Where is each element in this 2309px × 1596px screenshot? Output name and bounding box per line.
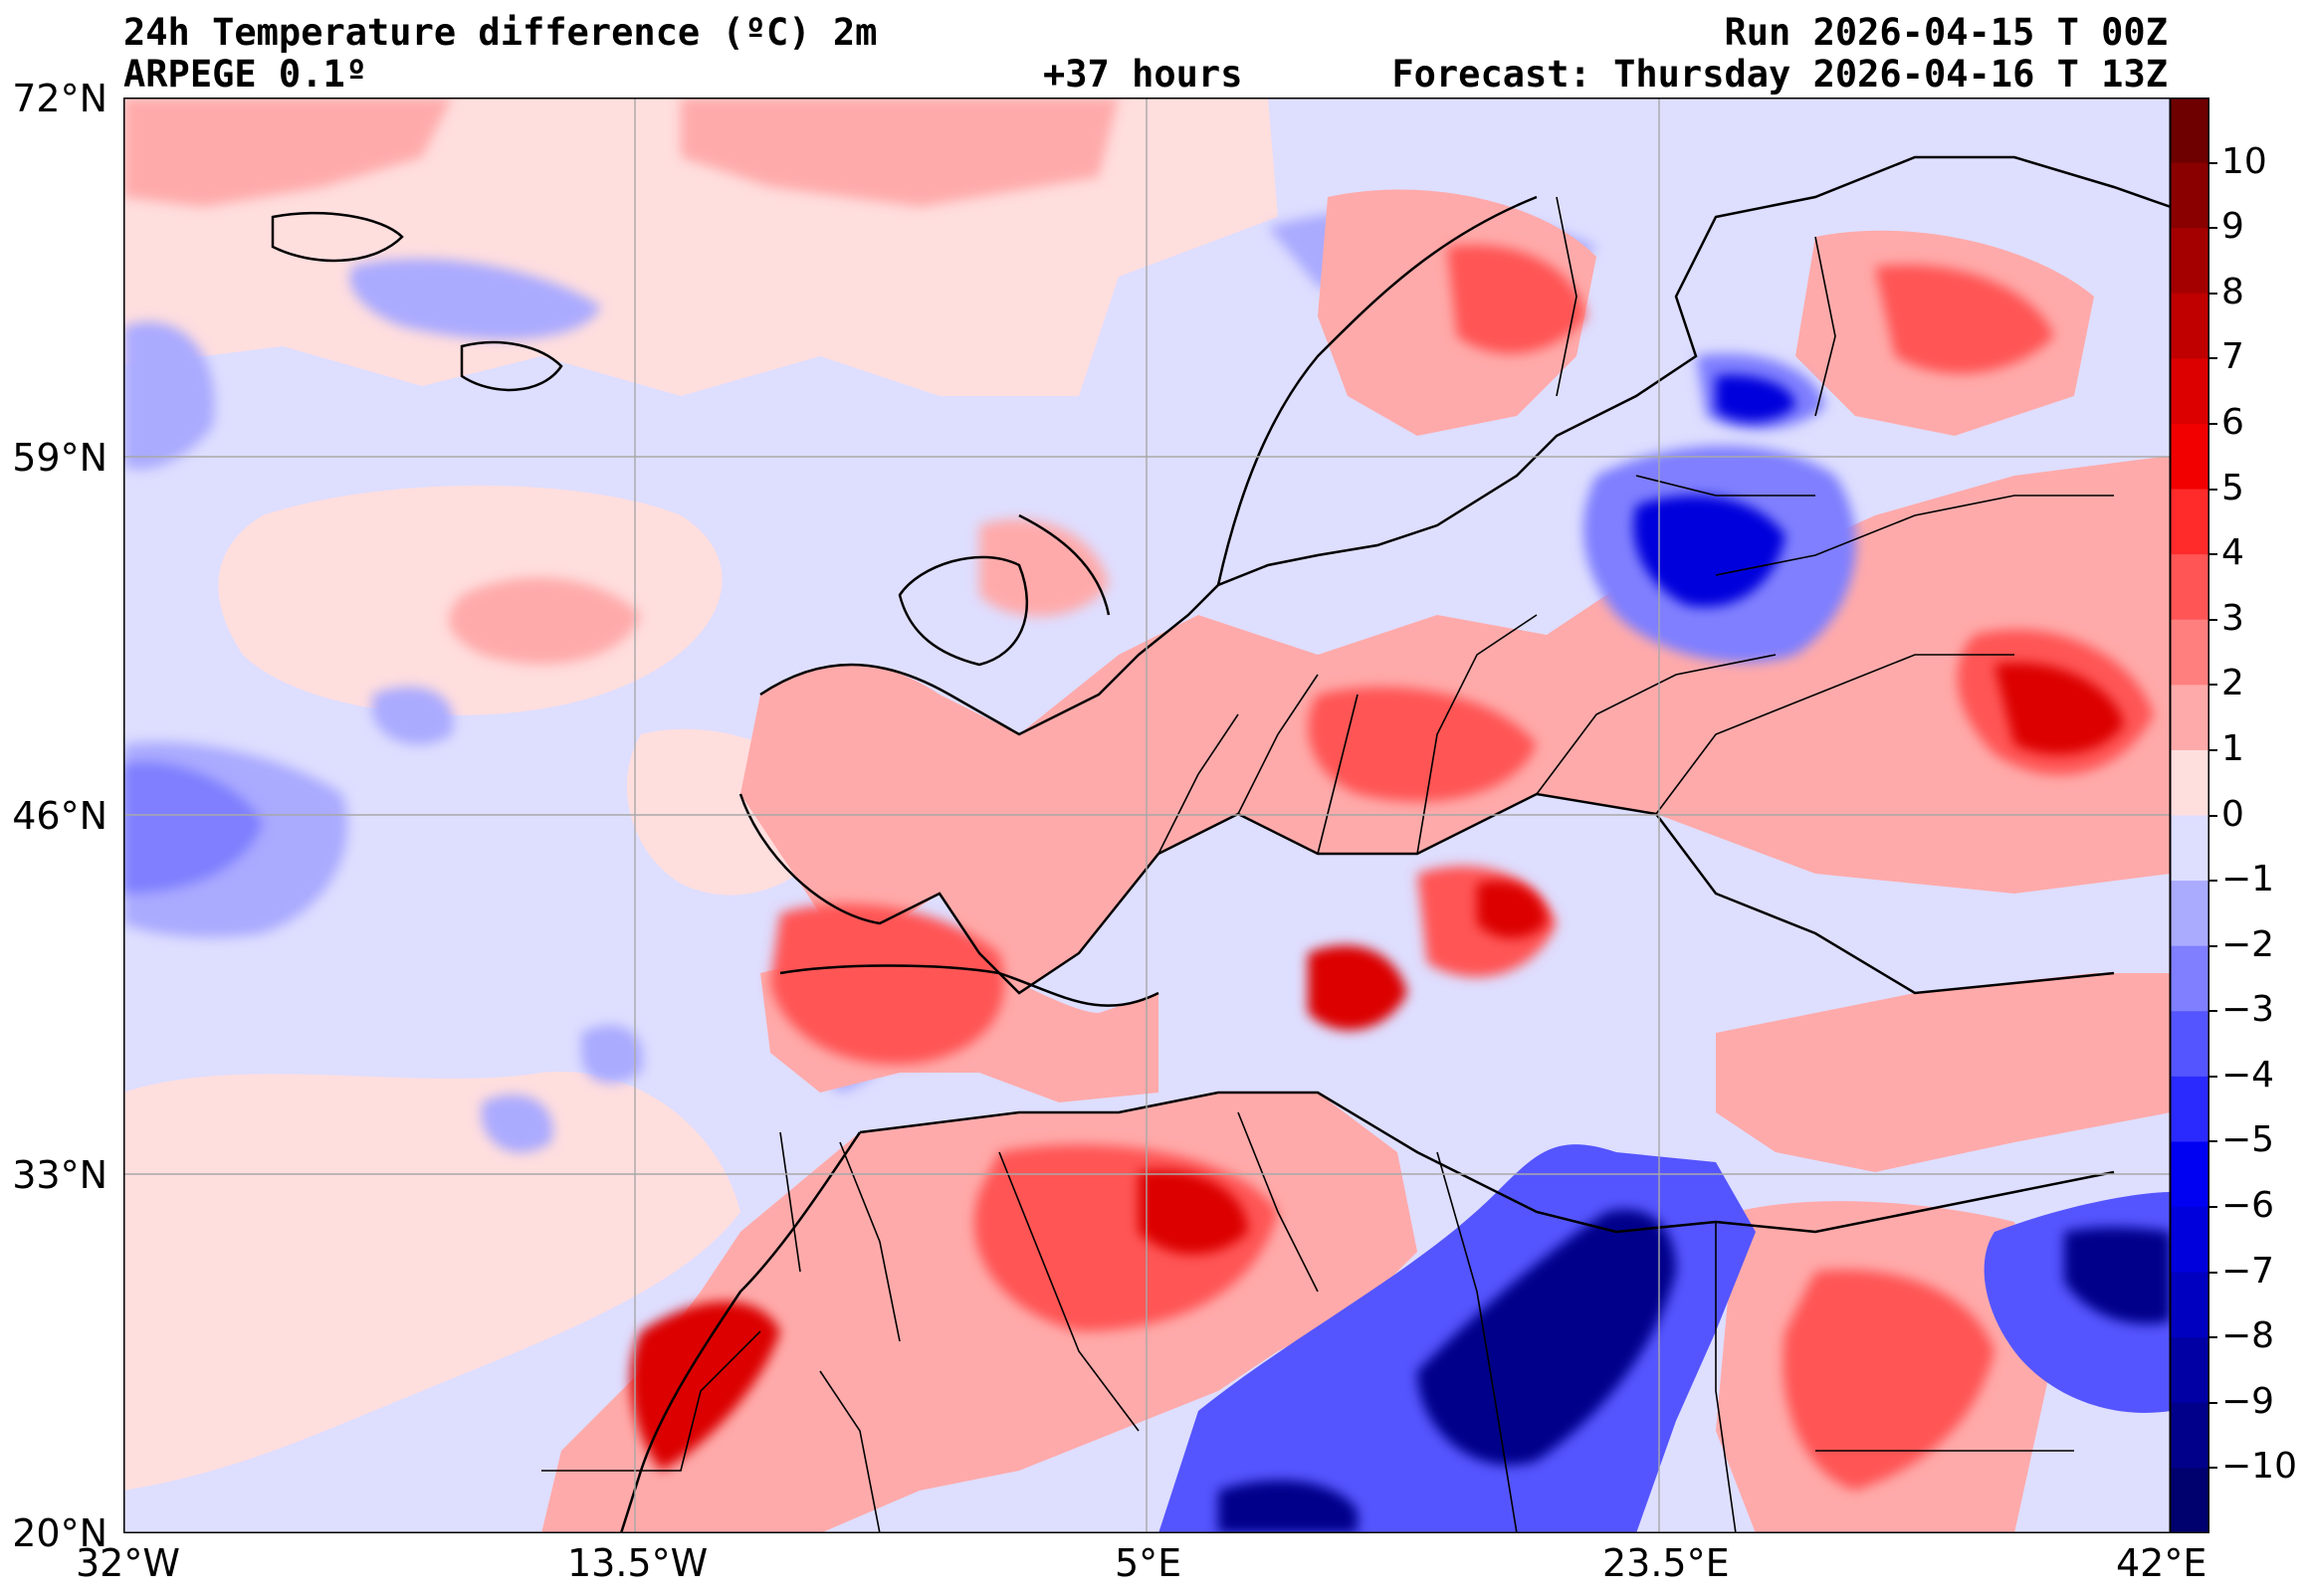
colorbar-tick	[2209, 553, 2217, 556]
colorbar-tick	[2209, 1401, 2217, 1404]
colorbar-band	[2170, 1076, 2209, 1142]
colorbar-tick-label: 4	[2221, 532, 2244, 574]
colorbar-band	[2170, 228, 2209, 295]
colorbar-band	[2170, 162, 2209, 229]
map-title: 24h Temperature difference (ºC) 2m	[123, 11, 878, 54]
colorbar-tick-label: −9	[2221, 1380, 2275, 1422]
colorbar-tick-label: 3	[2221, 597, 2244, 639]
colorbar-tick	[2209, 227, 2217, 230]
colorbar-band	[2170, 749, 2209, 816]
colorbar-tick	[2209, 814, 2217, 817]
colorbar-tick	[2209, 1271, 2217, 1274]
colorbar-band	[2170, 945, 2209, 1012]
colorbar-band	[2170, 1468, 2209, 1533]
colorbar-tick	[2209, 1336, 2217, 1339]
colorbar-band	[2170, 881, 2209, 947]
colorbar-tick-label: −6	[2221, 1185, 2275, 1227]
colorbar-tick-label: 2	[2221, 663, 2244, 704]
coastlines	[271, 155, 2171, 1533]
colorbar	[2170, 98, 2209, 1533]
colorbar-band	[2170, 1272, 2209, 1338]
colorbar-tick-label: 6	[2221, 401, 2244, 443]
colorbar-tick-label: −5	[2221, 1119, 2275, 1161]
colorbar-band	[2170, 685, 2209, 751]
colorbar-tick-label: −3	[2221, 989, 2275, 1031]
colorbar-tick	[2209, 880, 2217, 883]
colorbar-tick-label: 1	[2221, 727, 2244, 769]
forecast-label: Forecast: Thursday 2026-04-16 T 13Z	[1391, 53, 2168, 96]
colorbar-tick	[2209, 1075, 2217, 1078]
colorbar-tick	[2209, 944, 2217, 947]
colorbar-tick	[2209, 1010, 2217, 1013]
model-label: ARPEGE 0.1º	[123, 53, 368, 96]
cold-libya-core	[1218, 1209, 2171, 1533]
colorbar-band	[2170, 554, 2209, 621]
colorbar-tick	[2209, 1206, 2217, 1209]
colorbar-band	[2170, 1337, 2209, 1404]
colorbar-tick-label: 7	[2221, 336, 2244, 378]
colorbar-band	[2170, 1402, 2209, 1469]
colorbar-band	[2170, 815, 2209, 882]
country-borders	[541, 196, 2114, 1533]
colorbar-tick	[2209, 357, 2217, 360]
atlantic-warm-patches	[123, 98, 1119, 665]
colorbar-tick-label: −2	[2221, 923, 2275, 965]
colorbar-tick-label: 0	[2221, 793, 2244, 835]
colorbar-tick	[2209, 161, 2217, 164]
lon-label-23-5e: 23.5°E	[1602, 1541, 1730, 1585]
colorbar-tick	[2209, 748, 2217, 751]
colorbar-tick-label: −7	[2221, 1250, 2275, 1292]
colorbar-bands	[2170, 98, 2209, 1533]
colorbar-band	[2170, 1207, 2209, 1274]
colorbar-band	[2170, 423, 2209, 491]
gridlines	[123, 98, 2171, 1533]
lat-label-20n: 20°N	[12, 1511, 107, 1555]
run-label: Run 2026-04-15 T 00Z	[1724, 11, 2168, 54]
colorbar-tick-label: 5	[2221, 467, 2244, 508]
lat-label-72n: 72°N	[12, 77, 107, 120]
lon-label-5e: 5°E	[1115, 1541, 1182, 1585]
lat-label-46n: 46°N	[12, 794, 107, 838]
colorbar-tick-label: 9	[2221, 206, 2244, 248]
lon-label-13-5w: 13.5°W	[567, 1541, 709, 1585]
colorbar-band	[2170, 619, 2209, 686]
lead-time-label: +37 hours	[1043, 53, 1243, 96]
lat-label-33n: 33°N	[12, 1153, 107, 1197]
lon-label-32w: 32°W	[76, 1541, 180, 1585]
colorbar-band	[2170, 1141, 2209, 1208]
colorbar-tick	[2209, 1140, 2217, 1143]
colorbar-tick	[2209, 684, 2217, 687]
colorbar-tick-label: −10	[2221, 1446, 2297, 1488]
lon-label-42e: 42°E	[2116, 1541, 2207, 1585]
colorbar-tick-label: −1	[2221, 859, 2275, 900]
colorbar-tick	[2209, 1467, 2217, 1470]
cold-eastern-europe-core	[1633, 375, 1795, 607]
colorbar-band	[2170, 1011, 2209, 1078]
colorbar-tick-label: −4	[2221, 1054, 2275, 1096]
colorbar-tick-label: −8	[2221, 1315, 2275, 1357]
colorbar-tick-label: 8	[2221, 271, 2244, 312]
colorbar-band	[2170, 293, 2209, 359]
temperature-difference-map	[123, 98, 2171, 1533]
lat-label-59n: 59°N	[12, 436, 107, 480]
colorbar-tick	[2209, 488, 2217, 491]
colorbar-tick	[2209, 422, 2217, 425]
colorbar-band	[2170, 489, 2209, 555]
colorbar-band	[2170, 358, 2209, 425]
colorbar-tick	[2209, 292, 2217, 295]
colorbar-tick	[2209, 618, 2217, 621]
colorbar-tick-label: 10	[2221, 140, 2267, 182]
atlantic-strong-cool	[123, 762, 263, 894]
colorbar-band	[2170, 98, 2209, 164]
